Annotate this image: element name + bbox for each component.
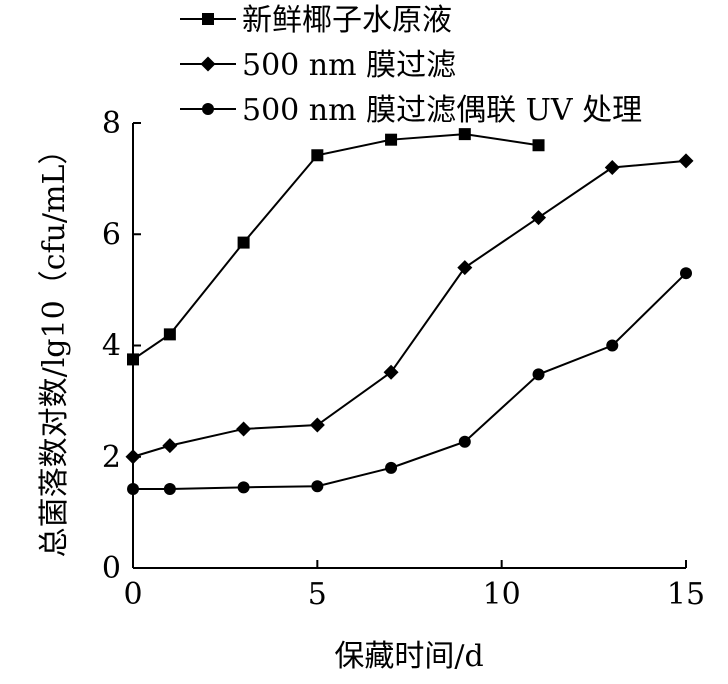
x-tick-label: 5 xyxy=(308,577,327,612)
series-3-line xyxy=(133,272,687,491)
series-1-point xyxy=(163,328,176,341)
series-2-point xyxy=(162,438,178,454)
series-3-point xyxy=(311,480,324,493)
series-2-point xyxy=(457,260,473,276)
legend-marker-diamond xyxy=(200,56,216,72)
legend-marker-circle xyxy=(202,103,214,115)
x-tick-label: 15 xyxy=(667,577,705,612)
y-tick-label: 6 xyxy=(102,217,121,252)
series-1-point xyxy=(385,133,398,146)
series-2-point xyxy=(604,160,620,175)
x-tick-label: 10 xyxy=(483,577,521,612)
series-1-line xyxy=(132,133,539,361)
x-tick-label: 0 xyxy=(123,577,142,612)
series-3-point xyxy=(127,483,139,496)
x-axis-title: 保藏时间/d xyxy=(334,639,483,674)
legend-label: 500 nm 膜过滤 xyxy=(242,48,456,83)
series-1-point xyxy=(458,128,471,141)
series-3 xyxy=(127,267,692,496)
series-2-point xyxy=(678,153,694,169)
series-2-line xyxy=(132,159,687,458)
series-1-point xyxy=(532,139,545,152)
legend-item-2: 500 nm 膜过滤 xyxy=(180,48,456,83)
series-1 xyxy=(127,128,545,366)
series-2-point xyxy=(236,421,252,437)
series-1-point xyxy=(311,149,324,162)
series-3-point xyxy=(606,339,619,352)
series-layer xyxy=(125,128,694,496)
legend: 新鲜椰子水原液 500 nm 膜过滤 500 nm 膜过滤偶联 UV 处理 xyxy=(180,3,642,128)
y-tick-label: 8 xyxy=(102,106,121,141)
series-3-point xyxy=(163,483,176,496)
series-2-point xyxy=(309,417,325,433)
legend-label: 500 nm 膜过滤偶联 UV 处理 xyxy=(242,93,642,128)
ticks: 0 5 10 15 0 2 4 6 8 xyxy=(102,106,705,612)
series-3-point xyxy=(680,267,692,280)
y-axis-title: 总菌落数对数/lg10（cfu/mL） xyxy=(37,135,72,558)
series-2-point xyxy=(531,210,547,226)
legend-label: 新鲜椰子水原液 xyxy=(242,3,452,38)
y-tick-label: 4 xyxy=(102,329,121,364)
legend-item-1: 新鲜椰子水原液 xyxy=(180,3,452,38)
series-3-point xyxy=(458,435,471,448)
legend-marker-square xyxy=(202,13,214,25)
series-2-point xyxy=(125,449,141,465)
series-3-point xyxy=(532,368,545,381)
series-2 xyxy=(125,153,694,465)
series-1-point xyxy=(127,353,139,366)
y-tick-label: 0 xyxy=(102,551,121,586)
series-3-point xyxy=(385,461,398,474)
legend-item-3: 500 nm 膜过滤偶联 UV 处理 xyxy=(180,93,642,128)
series-3-point xyxy=(237,481,250,494)
series-1-point xyxy=(237,236,250,249)
y-tick-label: 2 xyxy=(102,440,121,475)
series-2-point xyxy=(383,364,399,380)
